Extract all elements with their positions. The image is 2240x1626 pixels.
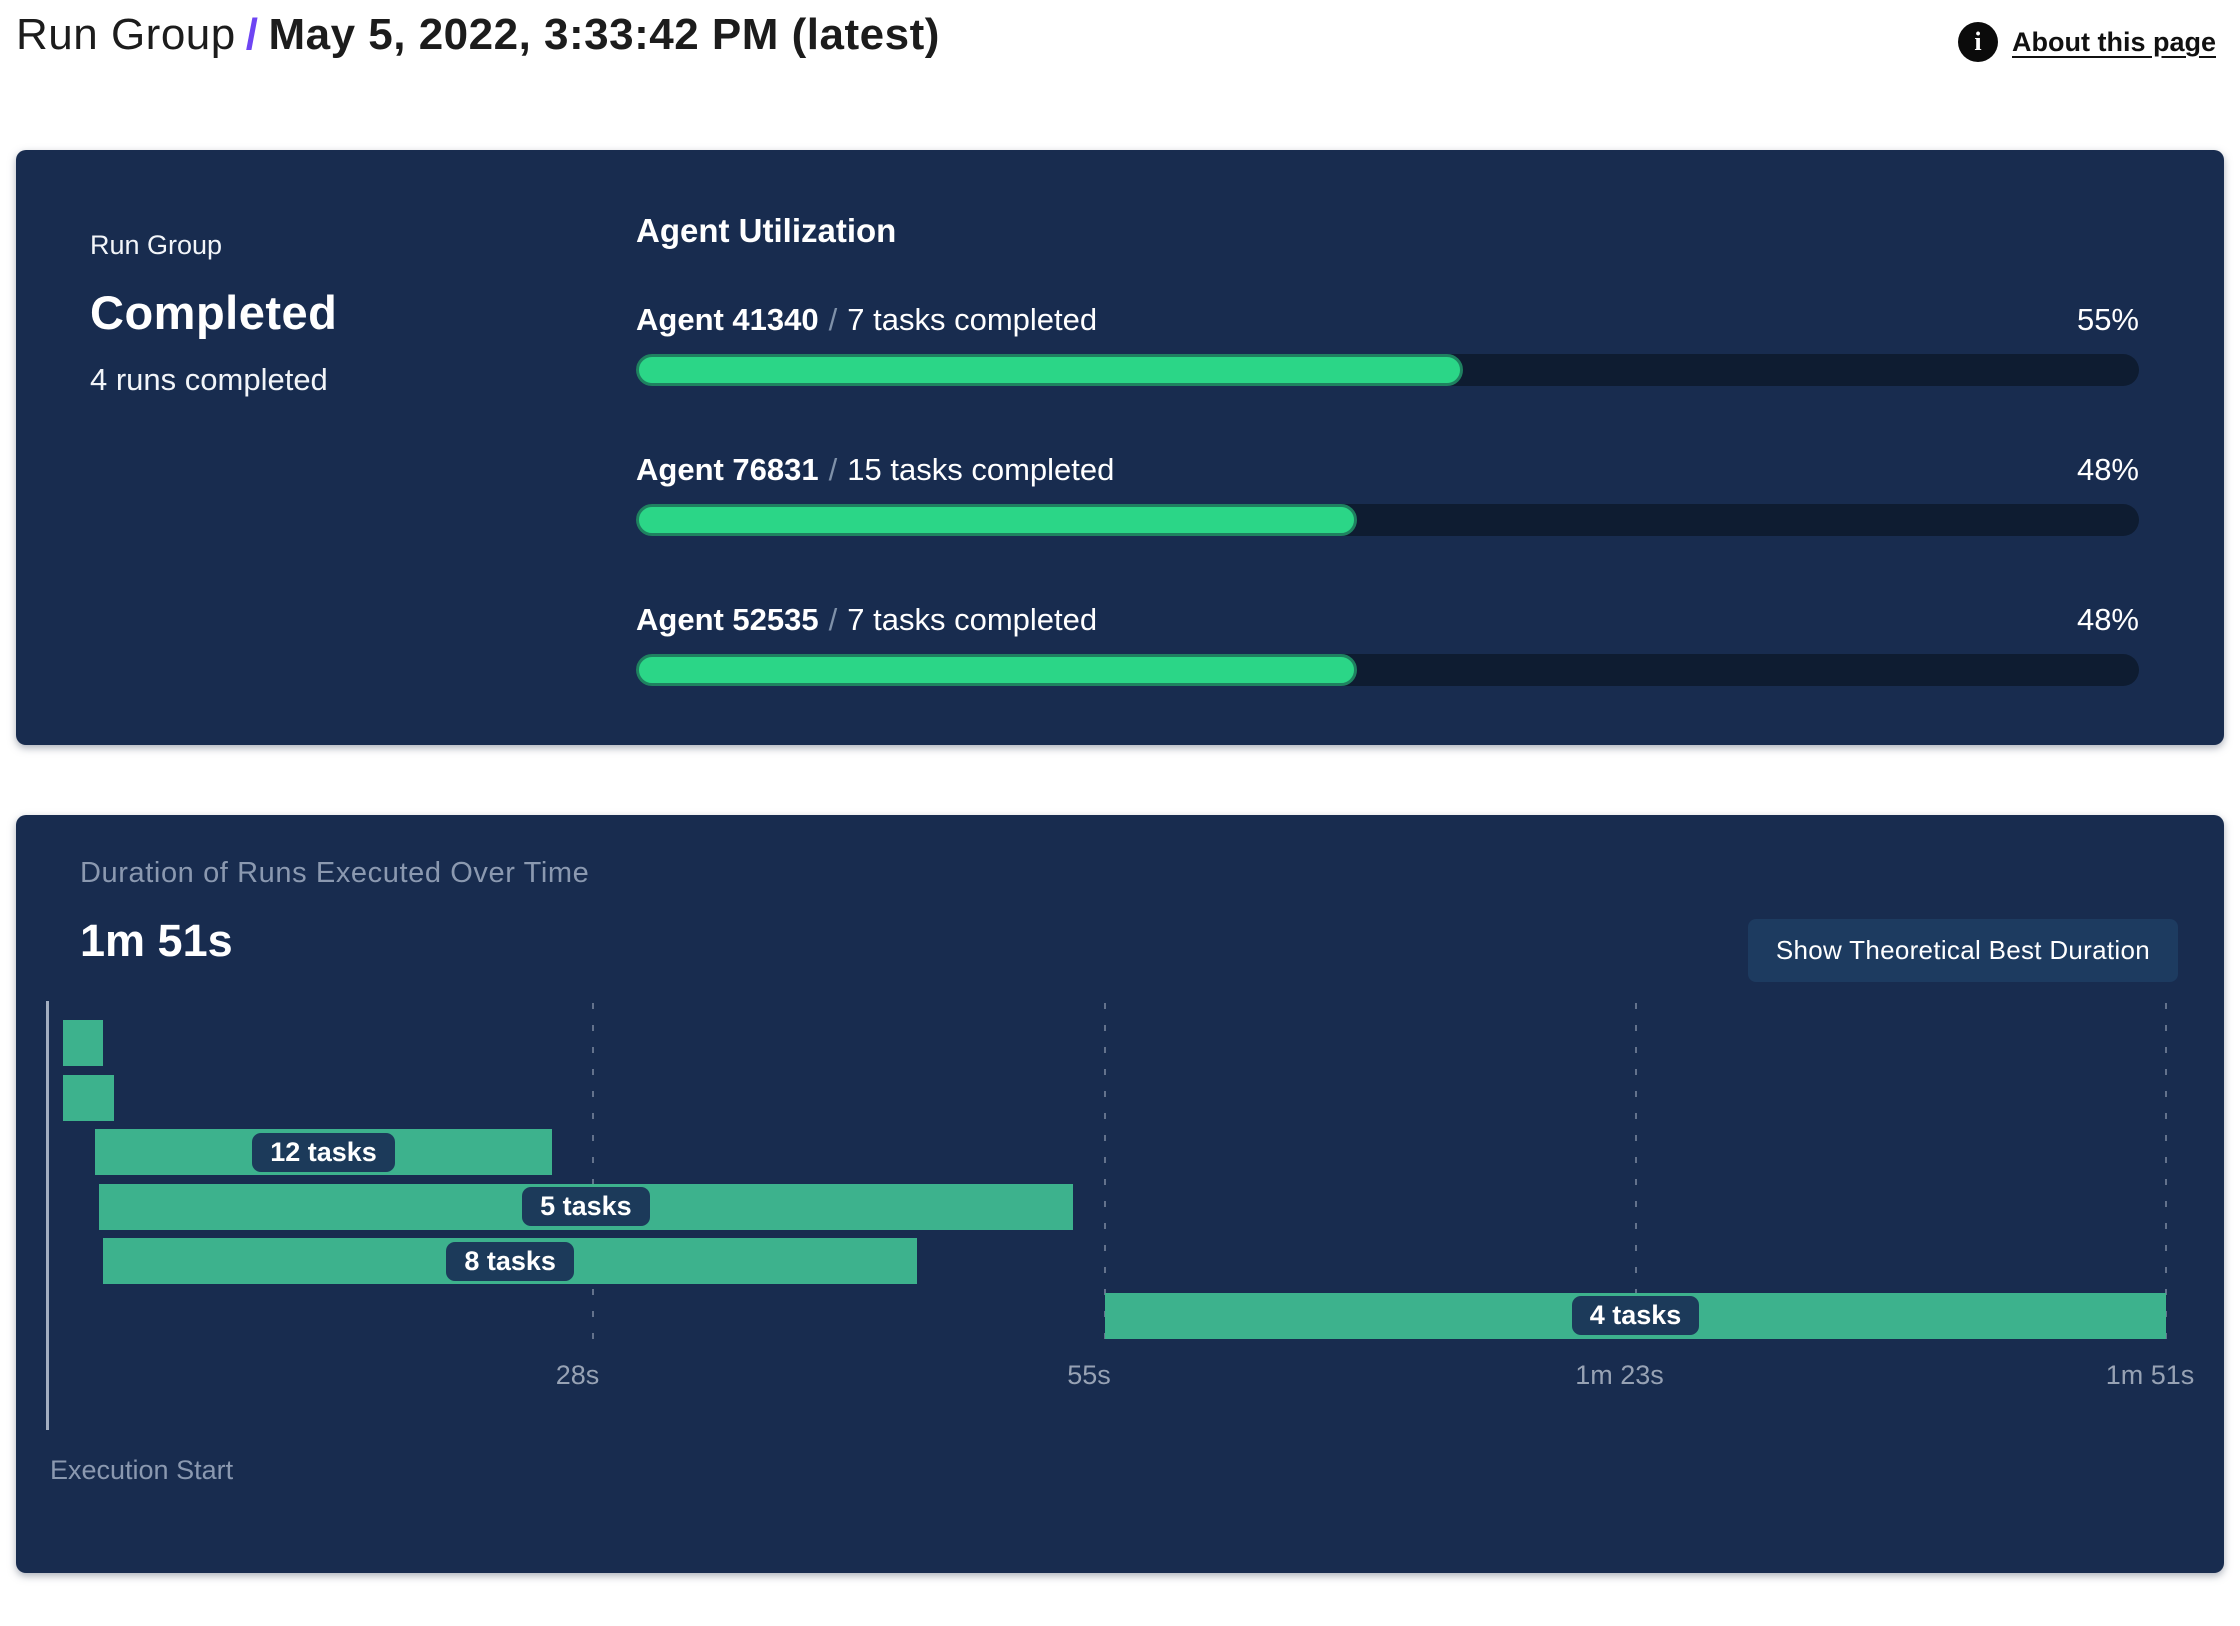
run-duration-bar[interactable]: 5 tasks <box>98 1183 1073 1230</box>
page-title: May 5, 2022, 3:33:42 PM (latest) <box>268 10 940 59</box>
time-tick-label: 28s <box>555 1360 600 1390</box>
duration-chart-title: Duration of Runs Executed Over Time <box>80 857 590 889</box>
agent-utilization-progressbar <box>636 504 2139 536</box>
agent-label-line: Agent 76831 / 15 tasks completed 48% <box>636 452 2139 488</box>
agent-tasks-completed: 7 tasks completed <box>847 302 1098 337</box>
status-badge: Completed <box>90 286 338 339</box>
time-gridline <box>2165 1003 2167 1350</box>
show-theoretical-best-duration-button[interactable]: Show Theoretical Best Duration <box>1747 919 2178 982</box>
page-header: Run Group / May 5, 2022, 3:33:42 PM (lates… <box>16 8 2220 78</box>
time-axis-tick-labels: 28s 55s 1m 23s 1m 51s <box>47 1360 2195 1400</box>
time-gridline <box>592 1003 595 1350</box>
agent-tasks-completed: 15 tasks completed <box>847 452 1115 487</box>
agent-utilization-percent: 48% <box>2076 452 2139 487</box>
agent-label-separator: / <box>828 452 838 487</box>
time-tick-label: 1m 23s <box>1575 1360 1664 1390</box>
agent-label-line: Agent 52535 / 7 tasks completed 48% <box>636 602 2139 638</box>
breadcrumb-root: Run Group <box>16 10 236 59</box>
agent-name: Agent 76831 <box>636 452 819 487</box>
time-gridline <box>1634 1003 1637 1350</box>
runs-completed-count: 4 runs completed <box>90 362 328 397</box>
agent-utilization-progress-fill <box>636 504 1358 536</box>
run-group-status-block: Run Group Completed 4 runs completed <box>90 230 337 398</box>
agent-utilization-progressbar <box>636 354 2139 386</box>
agent-utilization-row: Agent 76831 / 15 tasks completed 48% <box>636 452 2139 536</box>
agent-utilization-progress-fill <box>636 654 1358 686</box>
run-group-label: Run Group <box>90 230 223 260</box>
run-duration-bar[interactable]: 8 tasks <box>102 1238 918 1284</box>
agent-label-separator: / <box>828 302 838 337</box>
breadcrumb: Run Group / May 5, 2022, 3:33:42 PM (lates… <box>16 10 940 60</box>
run-duration-bar[interactable]: 4 tasks <box>1105 1292 2166 1339</box>
agent-label-line: Agent 41340 / 7 tasks completed 55% <box>636 302 2139 338</box>
agent-utilization-progress-fill <box>636 354 1463 386</box>
execution-start-axis-line <box>46 1001 49 1430</box>
run-duration-bar[interactable]: 12 tasks <box>95 1129 552 1175</box>
time-tick-label: 55s <box>1067 1360 1111 1390</box>
about-link-label: About this page <box>2012 26 2216 57</box>
time-gridline <box>1104 1003 1107 1350</box>
agent-utilization-percent: 48% <box>2076 602 2139 637</box>
agent-label-separator: / <box>828 602 838 637</box>
agent-utilization-row: Agent 41340 / 7 tasks completed 55% <box>636 302 2139 386</box>
execution-start-label: Execution Start <box>50 1455 234 1485</box>
agent-name: Agent 52535 <box>636 602 819 637</box>
agent-utilization-title: Agent Utilization <box>636 212 897 249</box>
duration-chart-panel: Duration of Runs Executed Over Time 1m 5… <box>16 815 2224 1573</box>
total-duration-value: 1m 51s <box>80 915 233 966</box>
task-count-pill: 12 tasks <box>252 1132 395 1172</box>
time-tick-label: 1m 51s <box>2105 1360 2195 1390</box>
agent-utilization-section: Agent Utilization Agent 41340 / 7 tasks co… <box>636 212 2139 752</box>
run-duration-bar[interactable] <box>63 1074 115 1121</box>
about-this-page-link[interactable]: i About this page <box>1958 22 2216 62</box>
agent-utilization-row: Agent 52535 / 7 tasks completed 48% <box>636 602 2139 686</box>
info-icon: i <box>1958 22 1998 62</box>
gantt-chart: 12 tasks 5 tasks 8 tasks 4 tasks <box>63 1003 2167 1350</box>
run-group-summary-panel: Run Group Completed 4 runs completed Age… <box>16 150 2224 745</box>
agent-utilization-list: Agent 41340 / 7 tasks completed 55% Agent 76… <box>636 302 2139 686</box>
agent-utilization-progressbar <box>636 654 2139 686</box>
task-count-pill: 8 tasks <box>446 1241 574 1281</box>
task-count-pill: 4 tasks <box>1571 1296 1700 1335</box>
task-count-pill: 5 tasks <box>522 1187 650 1226</box>
agent-tasks-completed: 7 tasks completed <box>847 602 1098 637</box>
breadcrumb-separator: / <box>245 10 259 59</box>
run-duration-bar[interactable] <box>63 1020 103 1066</box>
agent-utilization-percent: 55% <box>2076 302 2139 337</box>
agent-name: Agent 41340 <box>636 302 819 337</box>
